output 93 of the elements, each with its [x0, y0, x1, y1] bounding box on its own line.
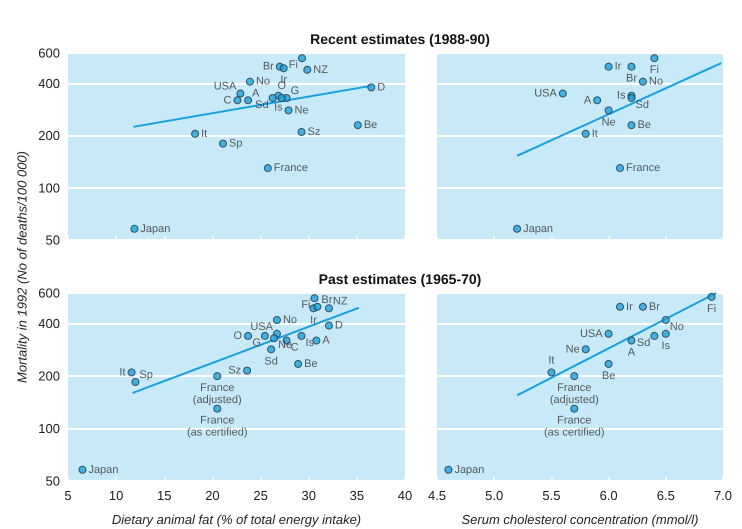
x-axis-title: Serum cholesterol concentration (mmol/l)	[462, 512, 698, 527]
data-label: Br	[626, 72, 638, 85]
data-label: Be	[602, 370, 616, 382]
data-label: Ne	[566, 343, 580, 356]
data-label: No	[648, 76, 663, 88]
data-label: Sd	[636, 336, 650, 349]
x-tick-label: 25	[253, 488, 268, 503]
data-label: NZ	[313, 64, 328, 76]
x-tick-label: 35	[350, 488, 364, 503]
data-label: Japan	[523, 222, 554, 235]
data-label: USA	[250, 320, 274, 333]
x-tick-label: 20	[205, 488, 220, 503]
y-tick-label: 200	[38, 368, 60, 384]
data-label: Fi	[650, 64, 659, 76]
data-label: Ne	[602, 116, 616, 128]
data-label: G	[290, 84, 300, 97]
x-tick-label: 10	[108, 488, 124, 503]
data-label: It	[548, 354, 554, 366]
x-tick-label: 5.0	[485, 488, 504, 503]
data-label: Ir	[310, 314, 318, 326]
data-label: France (adjusted)	[192, 382, 242, 406]
data-label: Japan	[88, 464, 118, 476]
y-tick-label: 100	[38, 421, 60, 436]
data-label: Is	[305, 336, 315, 349]
data-label: O	[233, 330, 242, 342]
data-label: USA	[214, 80, 238, 93]
data-label: Ne	[278, 339, 292, 352]
data-label: Be	[304, 358, 318, 370]
data-label: Sz	[307, 126, 320, 138]
y-tick-label: 200	[38, 128, 60, 144]
y-tick-label: 400	[38, 316, 60, 332]
data-label: It	[592, 128, 598, 140]
data-label: France	[626, 162, 660, 174]
data-label: France (as certified)	[544, 414, 605, 439]
data-label: No	[282, 314, 298, 326]
data-label: France (as certified)	[186, 414, 248, 439]
data-label: Sd	[635, 98, 649, 111]
data-label: A	[322, 334, 330, 347]
y-tick-label: 400	[38, 76, 60, 92]
data-label: No	[256, 76, 270, 88]
x-tick-label: 4.5	[428, 488, 446, 503]
x-tick-label: 15	[157, 488, 172, 503]
data-label: It	[201, 128, 208, 140]
data-label: Br	[648, 300, 660, 313]
data-label: D	[377, 81, 386, 94]
data-label: France	[274, 162, 308, 174]
data-label: Br	[321, 294, 333, 306]
data-label: Ir	[614, 60, 622, 73]
data-label: Be	[637, 119, 651, 132]
data-label: Japan	[140, 222, 170, 235]
data-label: NZ	[332, 295, 348, 308]
x-tick-label: 5.5	[542, 488, 560, 503]
data-label: Ir	[626, 300, 634, 313]
data-label: Japan	[454, 464, 484, 476]
data-label: A	[628, 346, 636, 359]
x-tick-label: 7.0	[714, 488, 732, 503]
x-tick-label: 40	[398, 488, 412, 503]
data-label: Ne	[294, 104, 309, 116]
data-label: USA	[534, 88, 558, 100]
chart-title: Recent estimates (1988-90)	[310, 31, 490, 47]
data-label: Sp	[229, 138, 242, 150]
y-axis-title: Mortality in 1992 (No of deaths/100 000)	[14, 151, 30, 383]
data-label: Sz	[228, 364, 242, 377]
x-tick-label: 5	[64, 488, 72, 503]
y-tick-label: 600	[38, 46, 60, 60]
data-label: Is	[662, 340, 671, 352]
data-label: A	[584, 94, 592, 106]
y-tick-label: 600	[38, 286, 60, 300]
data-label: D	[334, 320, 343, 332]
x-tick-label: 6.5	[656, 488, 675, 503]
data-label: Fi	[301, 299, 310, 312]
data-label: C	[224, 94, 232, 106]
data-label: No	[670, 320, 684, 333]
y-tick-label: 100	[38, 180, 60, 196]
x-tick-label: 30	[301, 488, 316, 503]
chart-title: Past estimates (1965-70)	[318, 271, 482, 287]
data-label: Sd	[264, 355, 278, 368]
data-label: Be	[364, 119, 378, 132]
data-label: Fi	[706, 302, 716, 315]
data-label: Is	[616, 90, 626, 102]
x-tick-label: 6.0	[600, 488, 618, 503]
x-axis-title: Dietary animal fat (% of total energy intake)	[112, 512, 362, 527]
data-label: USA	[580, 328, 604, 340]
data-label: Fi	[288, 59, 298, 72]
y-tick-label: 50	[46, 474, 60, 488]
data-label: Is	[274, 102, 284, 114]
data-label: A	[252, 87, 260, 100]
data-label: Sp	[139, 369, 153, 382]
y-tick-label: 50	[46, 232, 60, 248]
data-label: It	[119, 366, 126, 378]
data-label: C	[290, 342, 299, 354]
data-label: France (adjusted)	[550, 382, 599, 406]
data-label: Br	[262, 60, 274, 73]
